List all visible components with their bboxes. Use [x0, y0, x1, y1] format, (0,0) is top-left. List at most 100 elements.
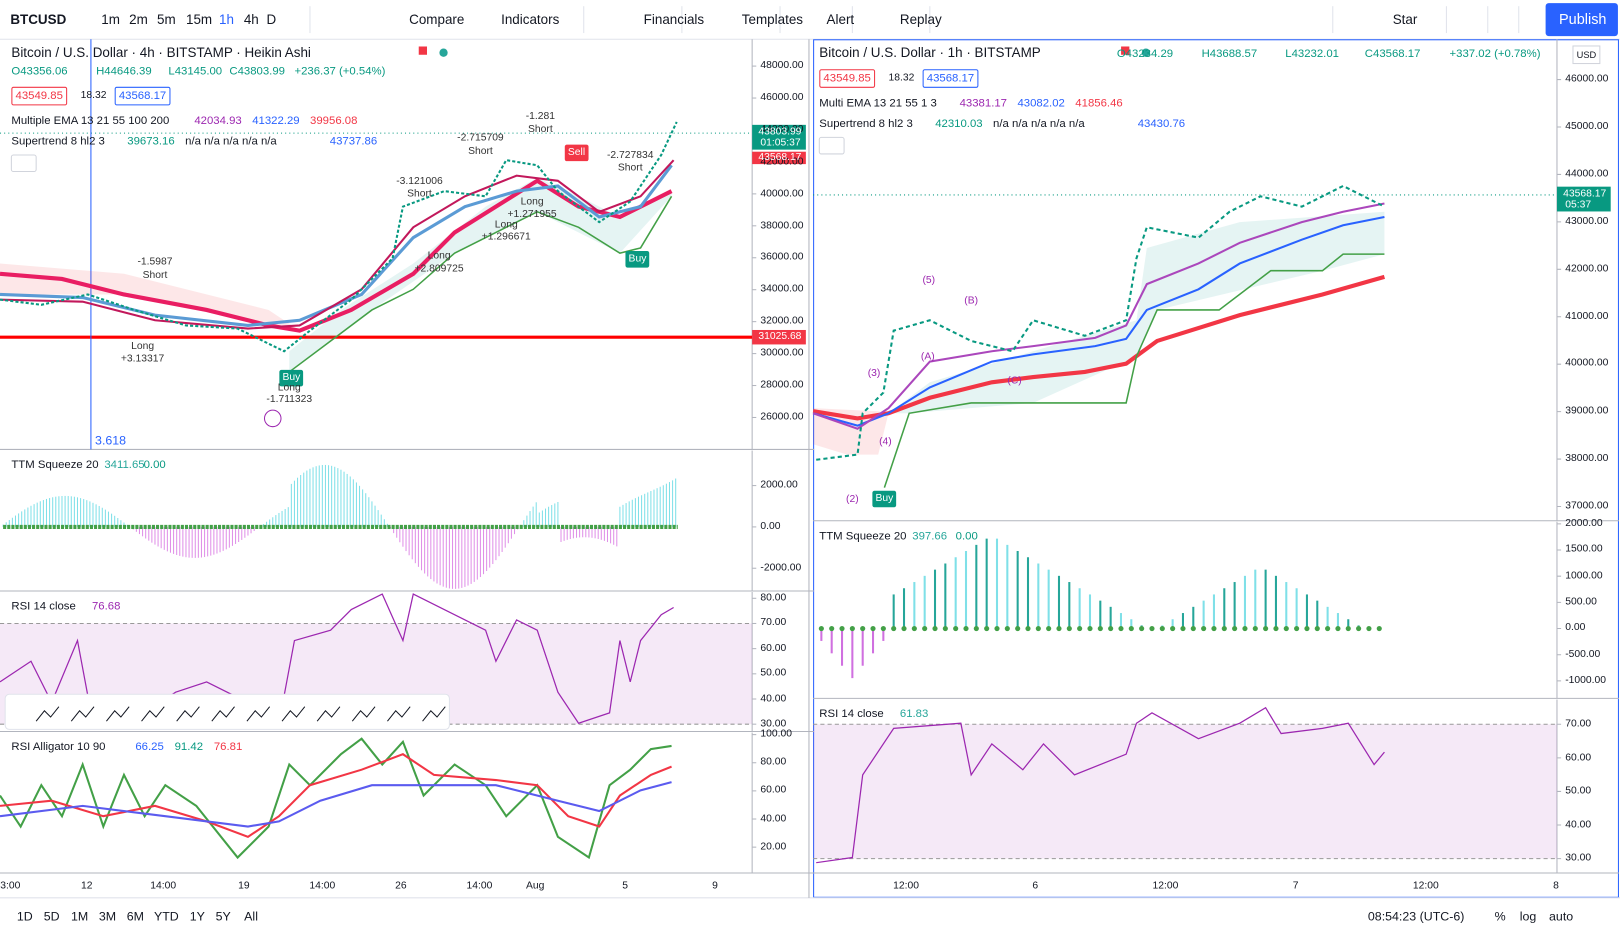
range-button[interactable]: 3M [98, 909, 117, 924]
squeeze-dot [1335, 625, 1341, 632]
ema-blue [0, 164, 673, 328]
toolbar-button[interactable]: Financials [643, 11, 705, 27]
y-tick-label: 42000.00 [760, 155, 804, 168]
drawing-tool-icon[interactable] [70, 706, 95, 722]
wave-label: (C) [1007, 375, 1022, 387]
price-tag [752, 124, 806, 150]
drawing-tool-icon[interactable] [106, 706, 130, 722]
squeeze-dot [973, 625, 979, 632]
drawing-tool-icon[interactable] [141, 706, 165, 722]
ema-red [812, 274, 1385, 421]
indicator-name: Multiple EMA 13 21 55 100 200 [11, 114, 170, 128]
signal-label: Long [427, 250, 451, 262]
toolbar-button[interactable]: Compare [409, 11, 465, 27]
drawing-tool-icon[interactable] [281, 706, 306, 722]
signal-label: Short [142, 269, 168, 282]
squeeze-dot [932, 625, 938, 632]
star-button[interactable]: Star [1392, 11, 1418, 27]
squeeze-dot [1356, 625, 1362, 632]
ema-blue [812, 215, 1385, 427]
interval-button[interactable]: 1h [219, 11, 234, 27]
signal-label: -2.727834 [606, 149, 654, 162]
drawing-tool-icon[interactable] [316, 706, 341, 722]
scale-option[interactable]: log [1519, 909, 1537, 924]
squeeze-dot [1046, 625, 1052, 632]
x-tick-label: 12:00 [893, 880, 920, 892]
range-button[interactable]: 5Y [215, 909, 231, 924]
wave-label: (4) [879, 435, 892, 448]
wave-marker [263, 409, 282, 428]
toolbar-button[interactable]: Templates [741, 11, 804, 27]
interval-button[interactable]: 2m [129, 11, 148, 27]
symbol[interactable]: BTCUSD [10, 11, 67, 27]
signal-label: +1.271955 [507, 208, 557, 221]
x-tick-label: Aug [525, 880, 545, 892]
interval-button[interactable]: 5m [157, 11, 176, 27]
squeeze-dot [1097, 625, 1103, 632]
pane-title: TTM Squeeze 20 [11, 458, 99, 472]
pane-title: RSI 14 close [819, 707, 884, 721]
y-tick-label: 46000.00 [760, 91, 804, 104]
scale-option[interactable]: auto [1549, 909, 1574, 924]
toolbar-button[interactable]: Indicators [501, 11, 560, 27]
drawing-tool-icon[interactable] [351, 706, 376, 722]
range-button[interactable]: 1Y [189, 909, 205, 924]
chart-title: Bitcoin / U.S. Dollar · 4h · BITSTAMP · … [11, 44, 311, 60]
range-button[interactable]: YTD [153, 909, 179, 924]
signal-label: Short [407, 188, 432, 200]
publish-button[interactable]: Publish [1559, 10, 1607, 27]
drawing-tool-icon[interactable] [211, 706, 235, 722]
squeeze-dot [839, 625, 845, 632]
interval-button[interactable]: D [266, 11, 277, 27]
y-tick-label: 40000.00 [760, 187, 804, 200]
ohlc-value: +337.02 (+0.78%) [1449, 47, 1541, 60]
interval-button[interactable]: 1m [101, 11, 120, 27]
y-tick-label: 37000.00 [1565, 500, 1609, 512]
squeeze-dot [984, 625, 990, 632]
pane-value: 76.68 [91, 600, 121, 613]
currency-button[interactable]: USD [1572, 45, 1601, 65]
interval-button[interactable]: 4h [243, 11, 259, 27]
y-tick-label: 44000.00 [760, 123, 804, 136]
interval-button[interactable]: 15m [185, 11, 213, 27]
range-button[interactable]: All [244, 909, 258, 924]
flag [418, 46, 428, 55]
range-button[interactable]: 1M [70, 909, 89, 924]
squeeze-dot [1263, 625, 1269, 632]
indicator-value: n/a n/a n/a n/a n/a [185, 135, 277, 148]
range-button[interactable]: 5D [43, 909, 60, 924]
squeeze-dot [1159, 625, 1165, 632]
drawing-tool-icon[interactable] [246, 706, 271, 722]
range-button[interactable]: 6M [126, 909, 144, 924]
y-tick-label: 46000.00 [1565, 73, 1609, 85]
toolbar-button[interactable]: Replay [899, 11, 942, 27]
squeeze-dot [1004, 625, 1010, 632]
drawing-tool-icon[interactable] [176, 706, 200, 722]
y-tick-label: 60.00 [760, 784, 787, 797]
signal-label: Long [520, 196, 544, 208]
toolbar-button[interactable]: Alert [826, 11, 855, 27]
drawing-tool-icon[interactable] [422, 706, 446, 722]
crosshair-label: 3.618 [95, 432, 127, 448]
publish-bg[interactable] [1545, 3, 1618, 37]
squeeze-dot [922, 625, 928, 632]
pane-title: RSI Alligator 10 90 [11, 740, 106, 754]
price [816, 184, 1385, 461]
signal-label: Short [468, 145, 493, 158]
bid-box: 43549.85 [819, 69, 875, 88]
range-button[interactable]: 1D [16, 909, 33, 924]
y-tick-label: 2000.00 [760, 479, 798, 491]
scale-option[interactable]: % [1494, 909, 1506, 924]
ema-red [0, 178, 673, 333]
collapse-button [818, 136, 845, 155]
squeeze-dot [942, 625, 948, 632]
y-tick-label: 30.00 [1565, 852, 1592, 864]
y-tick-label: 34000.00 [760, 283, 804, 295]
pane-title: TTM Squeeze 20 [819, 530, 907, 543]
signal-label: Buy [625, 251, 650, 268]
y-tick-label: 28000.00 [760, 379, 804, 391]
drawing-tool-icon[interactable] [35, 706, 60, 722]
drawing-tool-icon[interactable] [387, 706, 411, 722]
squeeze-dot [1128, 625, 1134, 632]
